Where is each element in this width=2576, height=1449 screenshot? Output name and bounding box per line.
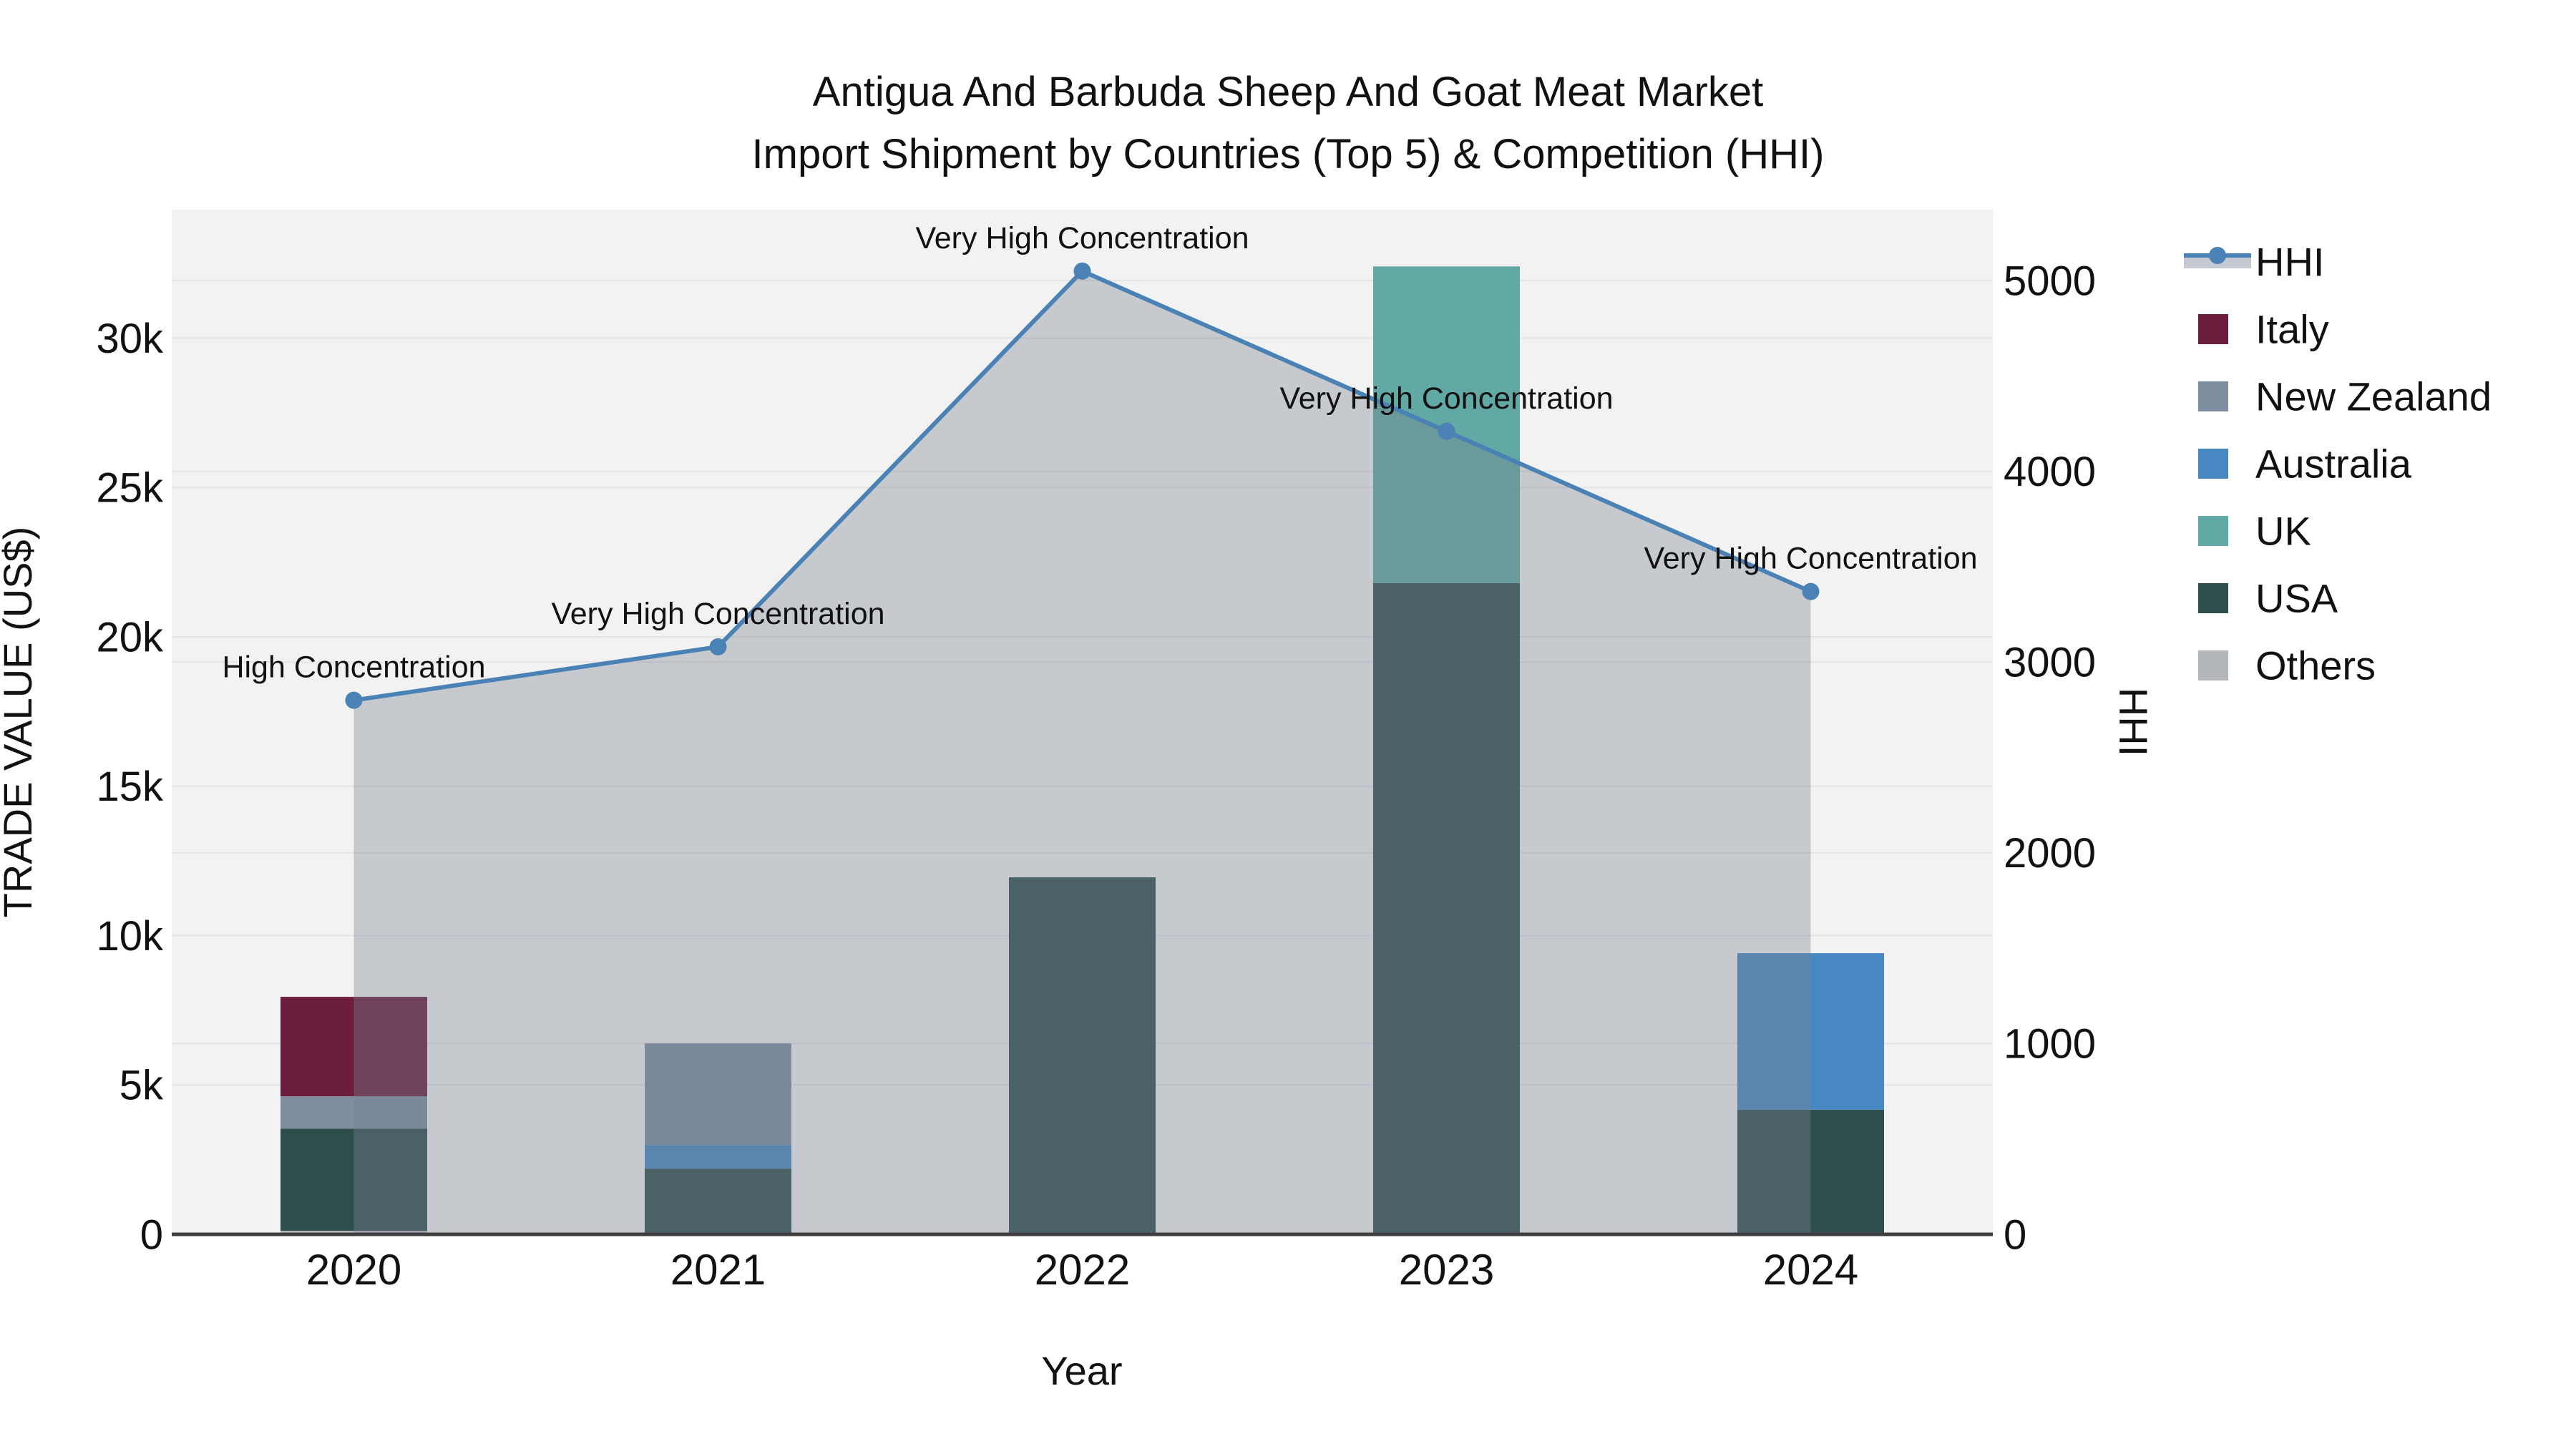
- legend-swatch-uk: [2198, 516, 2228, 546]
- annotation-2020: High Concentration: [222, 650, 485, 685]
- y-left-tick-15k: 15k: [96, 763, 164, 810]
- legend-label-hhi: HHI: [2255, 240, 2324, 285]
- chart-title-line1: Antigua And Barbuda Sheep And Goat Meat …: [813, 69, 1763, 115]
- bar-segment-new-zealand-2020: [280, 1096, 427, 1129]
- legend-label-uk: UK: [2255, 509, 2311, 554]
- hhi-marker-2021: [709, 638, 727, 655]
- annotation-2023: Very High Concentration: [1279, 381, 1613, 416]
- legend-swatch-australia: [2198, 449, 2228, 479]
- annotation-2021: Very High Concentration: [551, 597, 884, 631]
- bar-segment-italy-2020: [280, 997, 427, 1097]
- axis-ticks: 0 5k 10k 15k 20k 25k 30k 0 1000 2000 3000 4000 5000 2…: [96, 258, 2096, 1294]
- legend: HHI Italy New Zealand Australia UK USA Others: [2184, 240, 2492, 688]
- bar-segment-australia-2021: [645, 1145, 791, 1169]
- bar-segment-others-2020: [280, 1230, 427, 1234]
- y-axis-title-right: HHI: [2111, 688, 2156, 756]
- legend-item-australia[interactable]: Australia: [2198, 441, 2412, 487]
- legend-label-others: Others: [2255, 643, 2376, 688]
- legend-label-new-zealand: New Zealand: [2255, 374, 2492, 419]
- y-right-tick-3000: 3000: [2004, 640, 2096, 686]
- legend-label-usa: USA: [2255, 576, 2338, 621]
- legend-label-australia: Australia: [2255, 441, 2412, 487]
- x-tick-2020: 2020: [306, 1246, 401, 1294]
- hhi-marker-2022: [1073, 262, 1091, 280]
- hhi-marker-2020: [345, 691, 363, 709]
- hhi-marker-2023: [1438, 422, 1455, 440]
- bar-segment-usa-2022: [1009, 877, 1156, 1234]
- legend-item-others[interactable]: Others: [2198, 643, 2376, 688]
- x-tick-2024: 2024: [1763, 1246, 1858, 1294]
- y-right-tick-0: 0: [2004, 1211, 2026, 1258]
- y-right-tick-5000: 5000: [2004, 258, 2096, 304]
- y-right-tick-1000: 1000: [2004, 1021, 2096, 1068]
- bar-segment-usa-2020: [280, 1128, 427, 1231]
- y-left-tick-30k: 30k: [96, 316, 164, 362]
- legend-item-italy[interactable]: Italy: [2198, 307, 2329, 352]
- hhi-marker-2024: [1802, 582, 1820, 600]
- legend-item-uk[interactable]: UK: [2198, 509, 2311, 554]
- y-left-tick-20k: 20k: [96, 614, 164, 660]
- legend-swatch-italy: [2198, 314, 2228, 344]
- y-right-tick-2000: 2000: [2004, 830, 2096, 877]
- chart-title-line2: Import Shipment by Countries (Top 5) & C…: [752, 131, 1825, 177]
- y-axis-title-left: TRADE VALUE (US$): [0, 527, 40, 918]
- bar-segment-usa-2021: [645, 1169, 791, 1234]
- annotations: High Concentration Very High Concentratio…: [222, 221, 1977, 685]
- x-tick-2022: 2022: [1035, 1246, 1130, 1294]
- hhi-markers: [345, 262, 1820, 709]
- legend-swatch-usa: [2198, 583, 2228, 613]
- legend-hhi-marker-sample: [2209, 247, 2226, 264]
- stacked-bars: [280, 266, 1884, 1234]
- legend-label-italy: Italy: [2255, 307, 2329, 352]
- legend-swatch-others: [2198, 650, 2228, 680]
- legend-item-usa[interactable]: USA: [2198, 576, 2338, 621]
- hhi-area-fill: [353, 270, 1811, 1234]
- y-right-tick-4000: 4000: [2004, 449, 2096, 495]
- y-left-tick-5k: 5k: [119, 1063, 164, 1109]
- y-left-tick-0: 0: [140, 1211, 163, 1258]
- legend-swatch-new-zealand: [2198, 381, 2228, 411]
- y-left-tick-25k: 25k: [96, 465, 164, 512]
- x-tick-2023: 2023: [1399, 1246, 1494, 1294]
- bar-segment-usa-2023: [1373, 582, 1520, 1234]
- annotation-2022: Very High Concentration: [915, 221, 1249, 255]
- x-axis-title: Year: [1041, 1348, 1122, 1393]
- bar-segment-new-zealand-2021: [645, 1043, 791, 1146]
- bar-segment-usa-2024: [1737, 1109, 1884, 1234]
- legend-item-hhi[interactable]: HHI: [2184, 240, 2324, 285]
- legend-item-new-zealand[interactable]: New Zealand: [2198, 374, 2492, 419]
- bar-segment-australia-2024: [1737, 953, 1884, 1110]
- annotation-2024: Very High Concentration: [1644, 542, 1977, 576]
- y-left-tick-10k: 10k: [96, 913, 164, 960]
- x-tick-2021: 2021: [670, 1246, 766, 1294]
